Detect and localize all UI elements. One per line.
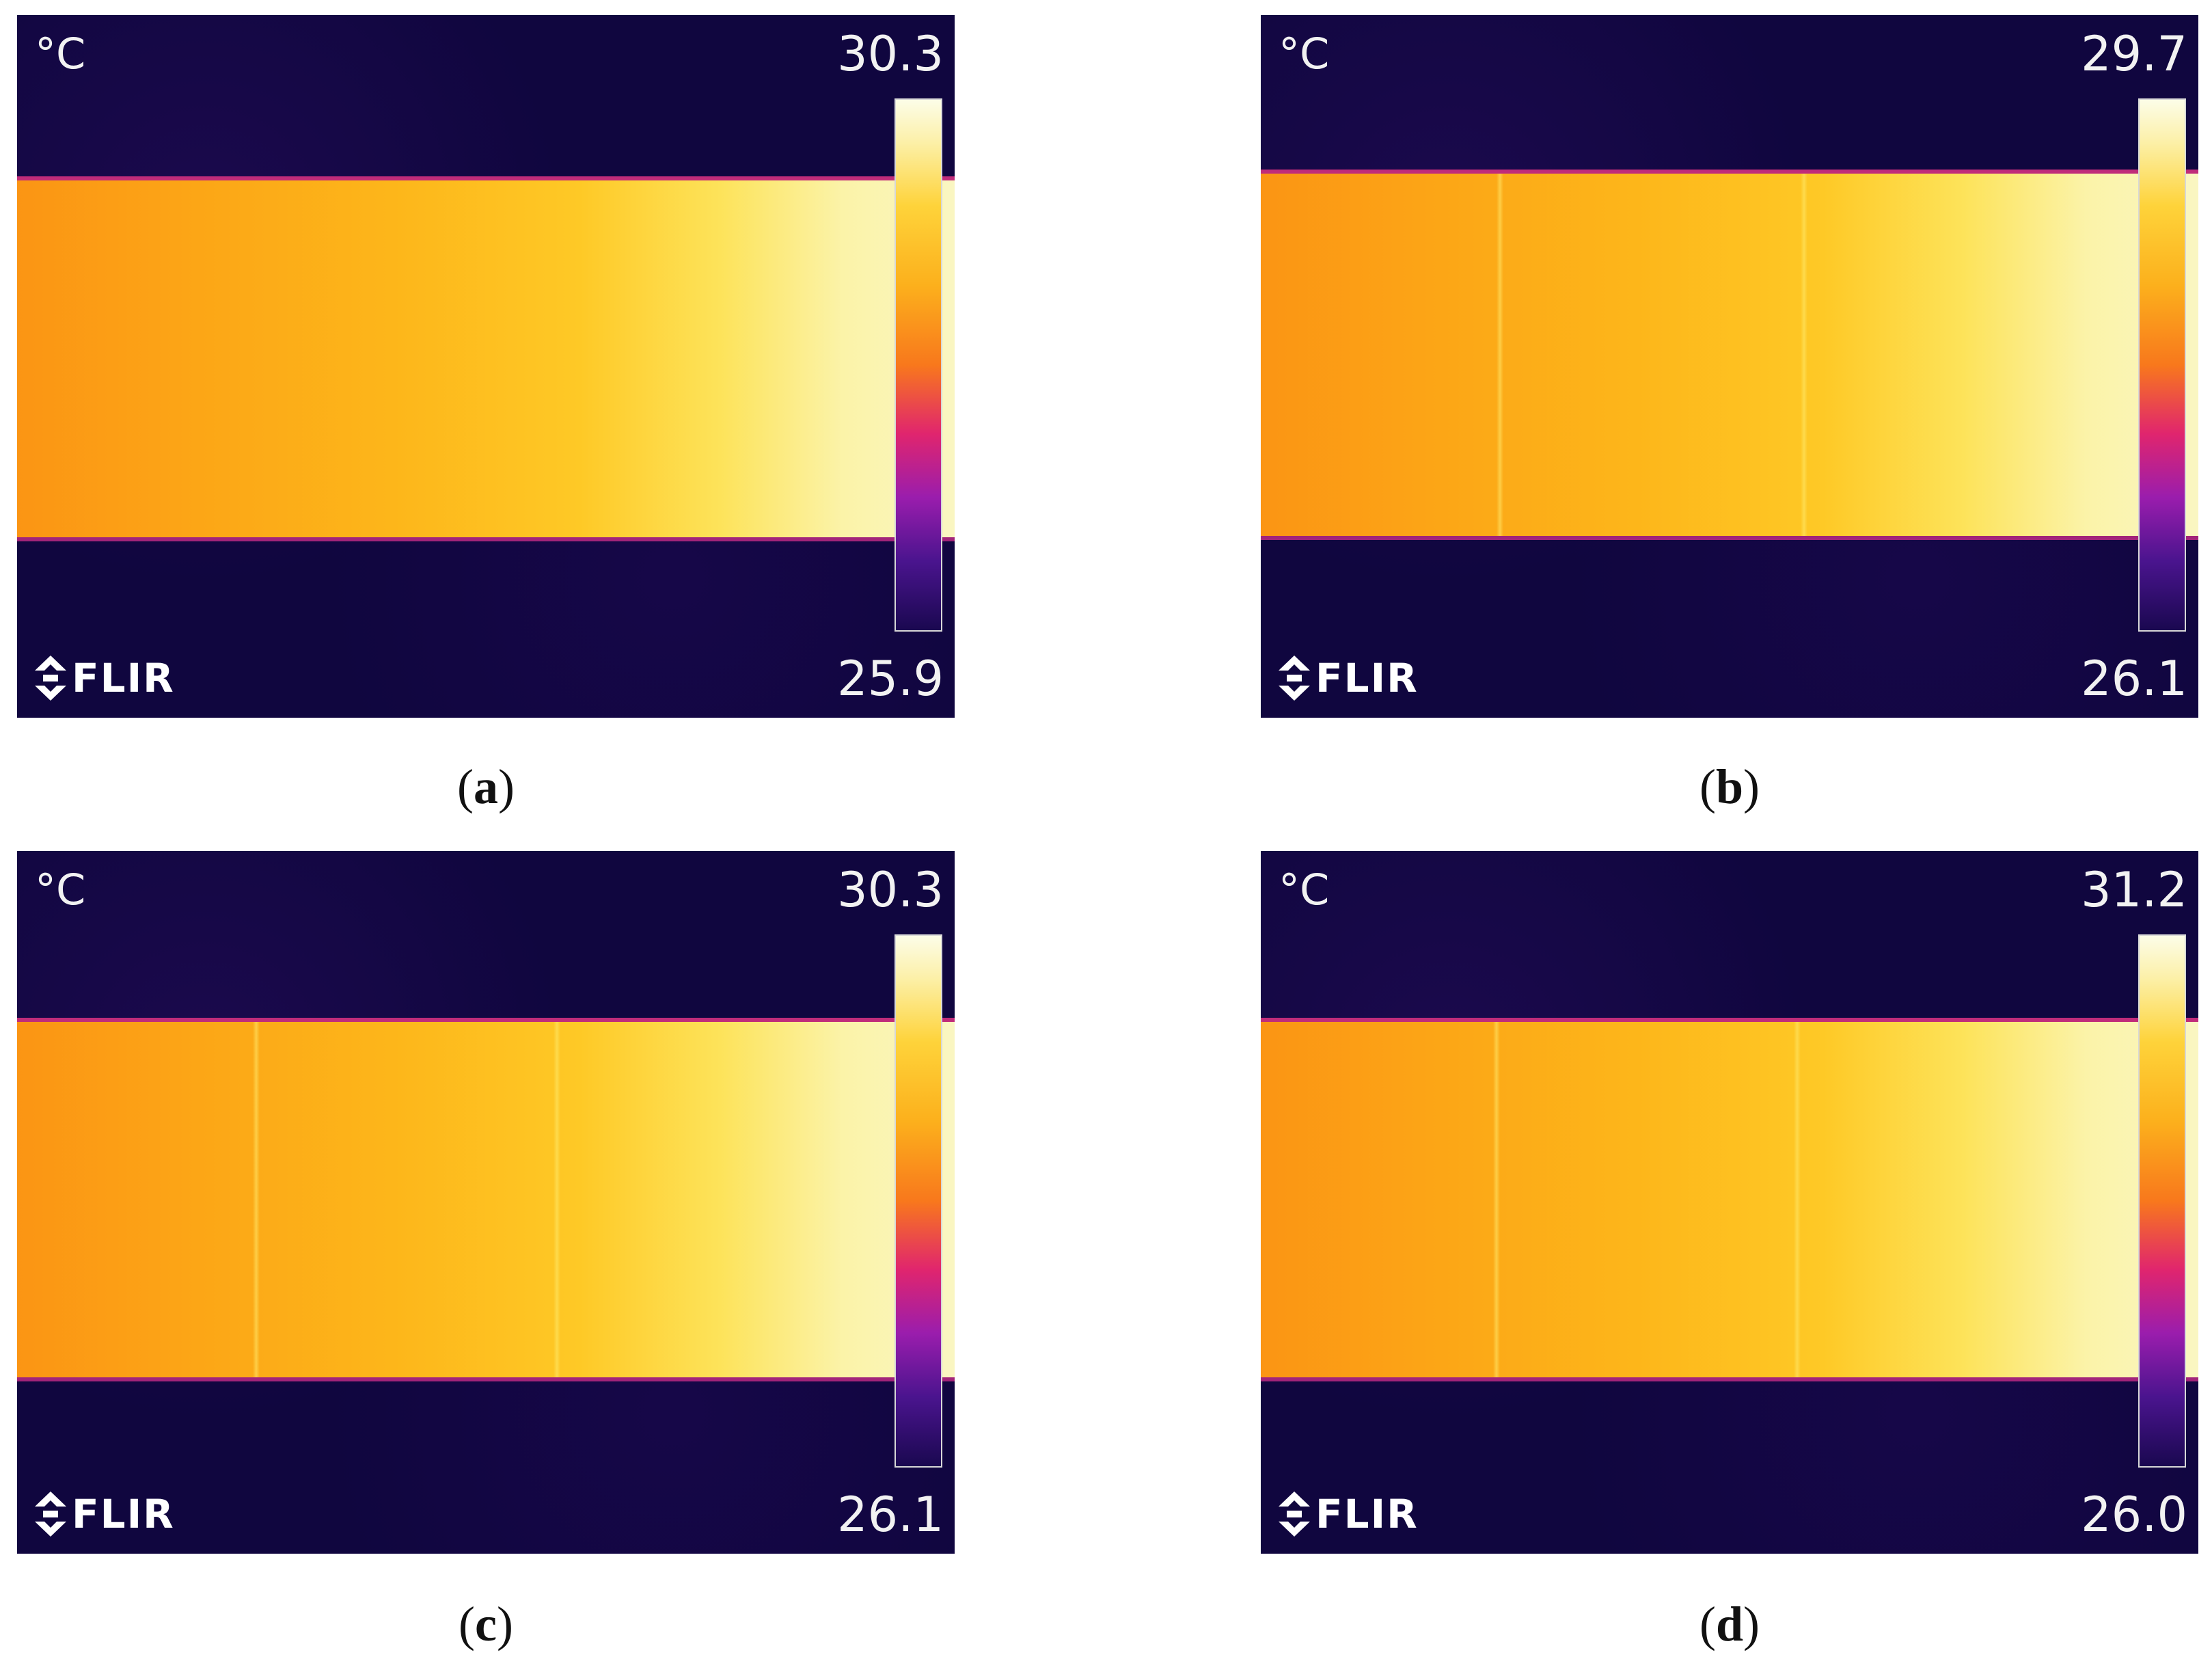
caption-letter: b — [1715, 759, 1744, 814]
weld-seam — [1493, 1022, 1500, 1377]
weld-seam — [1497, 174, 1503, 536]
weld-seam — [1794, 1022, 1801, 1377]
unit-label: °C — [35, 865, 86, 915]
unit-label: °C — [35, 29, 86, 79]
min-temperature: 26.1 — [837, 1487, 944, 1543]
caption-letter: a — [474, 759, 498, 814]
caption-open: ( — [1699, 1597, 1716, 1651]
caption-close: ) — [496, 1597, 513, 1651]
flir-logo-text: FLIR — [1315, 1491, 1419, 1537]
unit-label: °C — [1279, 29, 1330, 79]
max-temperature: 30.3 — [837, 26, 944, 82]
caption-open: ( — [459, 1597, 476, 1651]
thermal-image-b: °C 29.7 26.1 FLIR — [1261, 15, 2198, 718]
heated-strip — [17, 180, 955, 537]
min-temperature: 26.1 — [2081, 651, 2187, 707]
caption-c: (c) — [418, 1596, 554, 1653]
max-temperature: 30.3 — [837, 862, 944, 918]
flir-diamond-icon — [35, 656, 66, 701]
flir-diamond-icon — [1279, 1491, 1310, 1537]
max-temperature: 31.2 — [2081, 862, 2187, 918]
thermal-image-c: °C 30.3 26.1 FLIR — [17, 851, 955, 1554]
temperature-scale-bar — [2138, 98, 2186, 632]
thermal-image-d: °C 31.2 26.0 FLIR — [1261, 851, 2198, 1554]
caption-close: ) — [498, 759, 515, 814]
flir-logo-text: FLIR — [72, 655, 175, 701]
caption-open: ( — [457, 759, 474, 814]
heated-strip — [17, 1022, 955, 1377]
flir-logo: FLIR — [1277, 654, 1419, 702]
unit-label: °C — [1279, 865, 1330, 915]
caption-close: ) — [1743, 759, 1760, 814]
caption-d: (d) — [1661, 1596, 1798, 1653]
thermal-image-a: °C 30.3 25.9 FLIR — [17, 15, 955, 718]
min-temperature: 25.9 — [837, 651, 944, 707]
flir-logo-text: FLIR — [1315, 655, 1419, 701]
flir-logo: FLIR — [33, 1490, 175, 1538]
flir-diamond-icon — [1279, 656, 1310, 701]
flir-logo: FLIR — [1277, 1490, 1419, 1538]
caption-close: ) — [1743, 1597, 1760, 1651]
weld-seam — [253, 1022, 260, 1377]
weld-seam — [1801, 174, 1807, 536]
caption-letter: c — [475, 1597, 497, 1651]
temperature-scale-bar — [895, 98, 942, 632]
heated-strip — [1261, 1022, 2198, 1377]
flir-diamond-icon — [35, 1491, 66, 1537]
weld-seam — [554, 1022, 560, 1377]
max-temperature: 29.7 — [2081, 26, 2187, 82]
heated-strip — [1261, 174, 2198, 536]
caption-a: (a) — [418, 759, 554, 815]
flir-logo: FLIR — [33, 654, 175, 702]
caption-letter: d — [1715, 1597, 1744, 1651]
caption-open: ( — [1699, 759, 1716, 814]
caption-b: (b) — [1661, 759, 1798, 815]
min-temperature: 26.0 — [2081, 1487, 2187, 1543]
temperature-scale-bar — [895, 934, 942, 1468]
temperature-scale-bar — [2138, 934, 2186, 1468]
flir-logo-text: FLIR — [72, 1491, 175, 1537]
